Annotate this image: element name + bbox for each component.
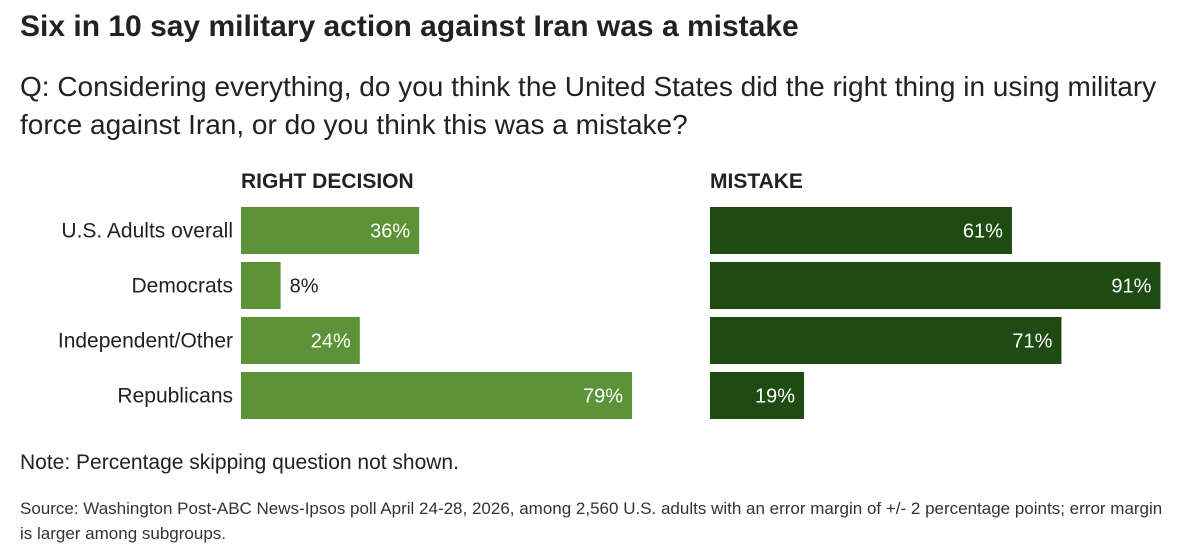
chart-title: Six in 10 say military action against Ir… xyxy=(20,10,799,43)
category-label-republicans: Republicans xyxy=(117,385,233,408)
value-label-right-decision-democrats: 8% xyxy=(290,276,319,298)
value-label-mistake-u-s-adults-overall: 61% xyxy=(963,221,1003,243)
survey-question: Q: Considering everything, do you think … xyxy=(20,71,1157,140)
bar-right-decision-republicans xyxy=(241,372,633,419)
chart-note: Note: Percentage skipping question not s… xyxy=(20,451,459,474)
category-label-u-s-adults-overall: U.S. Adults overall xyxy=(61,220,233,243)
value-label-mistake-democrats: 91% xyxy=(1111,276,1151,298)
bar-chart: RIGHT DECISION MISTAKE U.S. Adults overall… xyxy=(58,170,1161,419)
value-label-mistake-independent-other: 71% xyxy=(1012,331,1052,353)
bar-right-decision-u-s-adults-overall xyxy=(241,207,420,254)
bar-right-decision-independent-other xyxy=(241,317,360,364)
category-label-democrats: Democrats xyxy=(131,275,233,298)
bar-mistake-u-s-adults-overall xyxy=(710,207,1012,254)
value-label-right-decision-republicans: 79% xyxy=(583,386,623,408)
category-label-independent-other: Independent/Other xyxy=(58,330,233,353)
value-label-mistake-republicans: 19% xyxy=(755,386,795,408)
value-label-right-decision-independent-other: 24% xyxy=(311,331,351,353)
bar-mistake-republicans xyxy=(710,372,805,419)
series-header-mistake: MISTAKE xyxy=(710,170,803,193)
bar-mistake-independent-other xyxy=(710,317,1062,364)
series-header-right-decision: RIGHT DECISION xyxy=(241,170,414,193)
bar-right-decision-democrats xyxy=(241,262,281,309)
chart-source: Source: Washington Post-ABC News-Ipsos p… xyxy=(20,499,1163,543)
value-label-right-decision-u-s-adults-overall: 36% xyxy=(370,221,410,243)
bar-mistake-democrats xyxy=(710,262,1161,309)
